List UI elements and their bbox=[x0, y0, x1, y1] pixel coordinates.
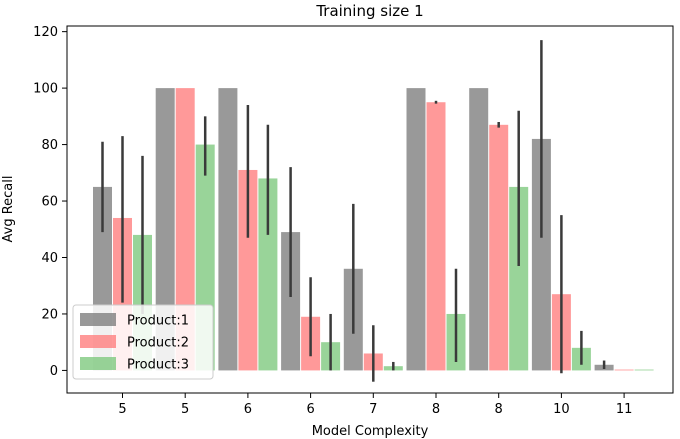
x-tick-label-1: 5 bbox=[181, 402, 189, 417]
y-tick-label-1: 20 bbox=[41, 307, 58, 322]
x-tick-label-6: 8 bbox=[495, 402, 503, 417]
bar-product-3-6 bbox=[509, 186, 529, 371]
legend: Product:1 Product:2 Product:3 bbox=[72, 304, 214, 380]
x-tick-label-5: 8 bbox=[432, 402, 440, 417]
x-tick-label-4: 7 bbox=[369, 402, 377, 417]
x-tick-label-8: 11 bbox=[616, 402, 633, 417]
y-tick-label-2: 40 bbox=[41, 251, 58, 266]
y-axis-label: Avg Recall bbox=[1, 176, 16, 243]
bar-product-1-7 bbox=[531, 138, 551, 371]
y-axis: 0 20 40 60 80 100 120 bbox=[33, 25, 67, 379]
bar-product-2-8 bbox=[614, 369, 634, 371]
error-bars-group bbox=[101, 40, 606, 382]
legend-swatch-1 bbox=[80, 335, 116, 348]
x-tick-label-2: 6 bbox=[244, 402, 252, 417]
bar-product-1-3 bbox=[281, 232, 301, 371]
chart-title: Training size 1 bbox=[315, 2, 423, 20]
x-axis: 5 5 6 6 7 8 8 10 11 bbox=[118, 393, 632, 417]
plot-frame bbox=[66, 25, 674, 394]
y-tick-label-0: 0 bbox=[50, 364, 58, 379]
x-tick-label-7: 10 bbox=[553, 402, 570, 417]
x-tick-label-3: 6 bbox=[306, 402, 314, 417]
bar-product-2-6 bbox=[489, 124, 509, 371]
x-axis-label: Model Complexity bbox=[312, 424, 429, 439]
bar-product-3-8 bbox=[634, 369, 654, 371]
bar-product-1-1 bbox=[155, 88, 175, 371]
legend-label-1: Product:2 bbox=[127, 336, 189, 351]
legend-swatch-2 bbox=[80, 357, 116, 370]
legend-swatch-0 bbox=[80, 313, 116, 326]
bar-product-2-2 bbox=[238, 169, 258, 371]
bar-product-2-1 bbox=[175, 88, 195, 371]
bar-product-1-6 bbox=[469, 88, 489, 371]
bar-product-2-5 bbox=[426, 102, 446, 371]
y-tick-label-6: 120 bbox=[33, 25, 58, 40]
bar-product-3-2 bbox=[258, 178, 278, 371]
y-tick-label-5: 100 bbox=[33, 82, 58, 97]
x-tick-label-0: 5 bbox=[118, 402, 126, 417]
legend-label-2: Product:3 bbox=[127, 358, 189, 373]
y-tick-label-3: 60 bbox=[41, 195, 58, 210]
bar-product-1-5 bbox=[406, 88, 426, 371]
bar-product-1-2 bbox=[218, 88, 238, 371]
y-tick-label-4: 80 bbox=[41, 138, 58, 153]
legend-label-0: Product:1 bbox=[127, 314, 189, 329]
